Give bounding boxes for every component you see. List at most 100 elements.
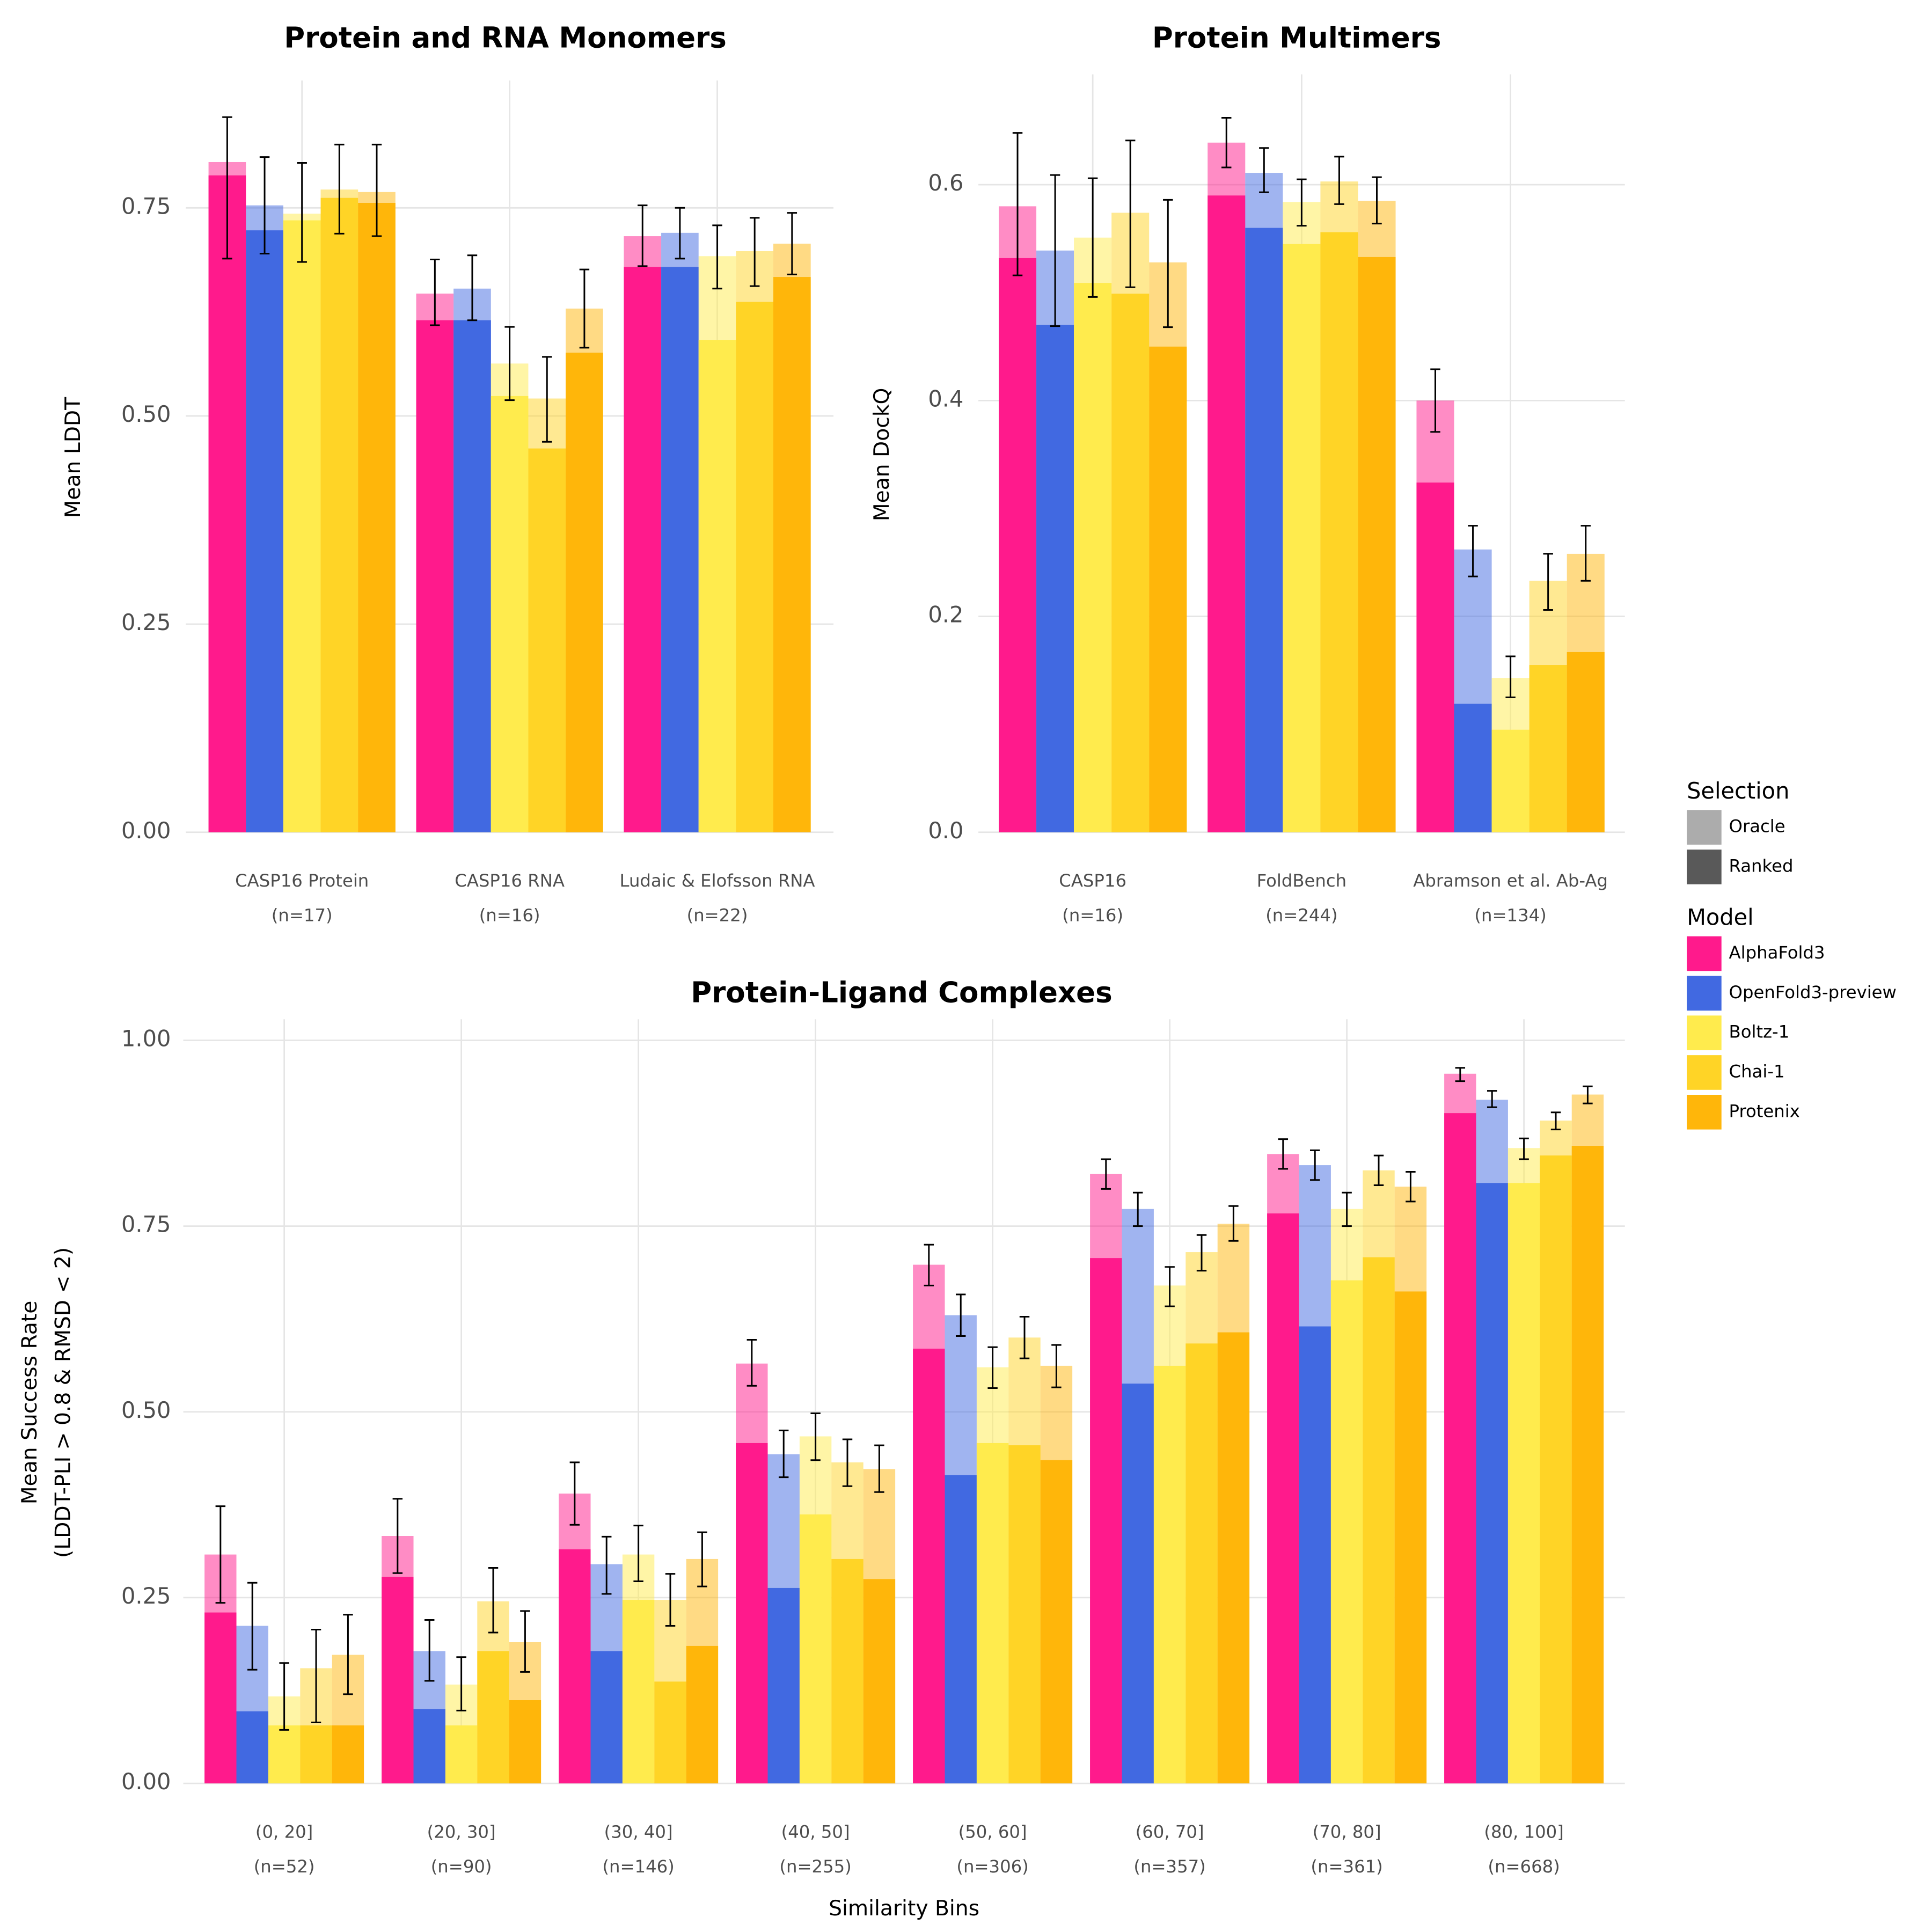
y-tick-label: 0.25	[121, 1583, 171, 1609]
ranked-bar	[1320, 232, 1358, 832]
ranked-bar	[1040, 1460, 1073, 1784]
ranked-bar	[1491, 729, 1529, 832]
legend-swatch	[1687, 810, 1722, 845]
y-axis-label: Mean Success Rate	[18, 1301, 42, 1505]
error-bar	[665, 1573, 676, 1627]
y-tick-label: 0.0	[928, 817, 963, 844]
error-bar	[1430, 368, 1440, 433]
error-bar	[747, 1338, 757, 1387]
legend-label: Ranked	[1729, 855, 1794, 876]
ranked-bar	[590, 1651, 623, 1784]
error-bar	[1455, 1067, 1466, 1082]
error-bar	[334, 143, 345, 235]
ranked-bar	[976, 1443, 1009, 1784]
error-bar	[467, 254, 478, 321]
plots: Protein and RNA Monomers 0.00 0.25 0.50 0.75…	[18, 21, 1625, 1921]
chart-title: Protein Multimers	[1152, 21, 1441, 54]
legend-swatch	[1687, 1055, 1722, 1090]
ranked-bar	[1245, 228, 1283, 832]
ranked-bar	[736, 302, 774, 832]
error-bar	[955, 1293, 966, 1337]
ranked-bar	[1074, 283, 1112, 832]
legend-swatch	[1687, 976, 1722, 1011]
ranked-bar	[1416, 482, 1454, 832]
error-bar	[430, 258, 440, 326]
error-bar	[1051, 1344, 1062, 1388]
ranked-bar	[767, 1587, 800, 1784]
ranked-bar	[1363, 1257, 1395, 1784]
x-tick-count: (n=22)	[687, 905, 748, 926]
error-bar	[1297, 178, 1307, 227]
legend-swatch	[1687, 850, 1722, 884]
y-tick-label: 0.50	[121, 401, 171, 427]
ranked-bar	[1358, 257, 1396, 832]
legend-title: Model	[1687, 904, 1754, 930]
error-bar	[392, 1498, 403, 1574]
error-bar	[1101, 1158, 1111, 1190]
y-axis-label: Mean LDDT	[61, 397, 85, 518]
ranked-bar	[1153, 1365, 1186, 1784]
ranked-bar	[1299, 1326, 1331, 1784]
x-tick-label: CASP16	[1059, 870, 1126, 891]
ranked-bar	[654, 1681, 686, 1784]
error-bar	[1468, 525, 1478, 577]
error-bar	[810, 1413, 821, 1461]
ranked-bar	[773, 277, 811, 832]
x-tick-count: (n=244)	[1265, 905, 1337, 926]
ranked-bar	[698, 340, 736, 832]
legend-swatch	[1687, 1015, 1722, 1050]
error-bar	[1012, 132, 1023, 276]
x-tick-label: (50, 60]	[958, 1821, 1027, 1842]
x-tick-label: (60, 70]	[1136, 1821, 1204, 1842]
error-bar	[1580, 525, 1591, 582]
ranked-bar	[1540, 1155, 1572, 1784]
ranked-bar	[1507, 1183, 1540, 1784]
ranked-bar	[831, 1558, 863, 1784]
ranked-bar	[413, 1709, 445, 1784]
legend-label: AlphaFold3	[1729, 942, 1825, 963]
ranked-bar	[566, 353, 603, 832]
x-tick-count: (n=17)	[272, 905, 333, 926]
x-tick-label: FoldBench	[1257, 870, 1346, 891]
ranked-bar	[863, 1579, 896, 1784]
error-bar	[778, 1429, 789, 1479]
ranked-bar	[1454, 704, 1492, 832]
x-tick-count: (n=16)	[1062, 905, 1123, 926]
ranked-bar	[1476, 1183, 1508, 1784]
error-bar	[874, 1444, 884, 1493]
ranked-bar	[300, 1725, 332, 1784]
error-bar	[424, 1619, 435, 1682]
ranked-bar	[661, 267, 699, 832]
error-bar	[311, 1628, 321, 1724]
x-tick-label: CASP16 Protein	[235, 870, 369, 891]
ranked-bar	[622, 1600, 655, 1784]
error-bar	[1406, 1171, 1416, 1203]
ranked-bar	[999, 258, 1037, 832]
error-bar	[712, 224, 722, 290]
x-tick-count: (n=16)	[479, 905, 540, 926]
error-bar	[1278, 1138, 1289, 1170]
ranked-bar	[509, 1700, 541, 1784]
ranked-bar	[1444, 1113, 1476, 1784]
ranked-bar	[320, 197, 358, 832]
error-bar	[1372, 176, 1382, 225]
x-tick-count: (n=146)	[602, 1856, 674, 1877]
ranked-bar	[686, 1645, 719, 1784]
error-bar	[924, 1243, 934, 1286]
error-bar	[569, 1461, 580, 1526]
ranked-bar	[1571, 1146, 1604, 1784]
legend-label: Boltz-1	[1729, 1022, 1790, 1042]
error-bar	[697, 1531, 707, 1587]
panel: Protein and RNA Monomers 0.00 0.25 0.50 0.75…	[61, 21, 834, 926]
error-bar	[1125, 140, 1136, 288]
error-bar	[1163, 199, 1173, 328]
legend-swatch	[1687, 936, 1722, 971]
y-axis-label: Mean DockQ	[870, 388, 894, 522]
error-bar	[297, 162, 307, 263]
error-bar	[1132, 1191, 1143, 1227]
ranked-bar	[528, 448, 566, 832]
error-bar	[520, 1610, 530, 1673]
ranked-bar	[624, 267, 662, 832]
y-tick-label: 0.4	[928, 385, 963, 412]
